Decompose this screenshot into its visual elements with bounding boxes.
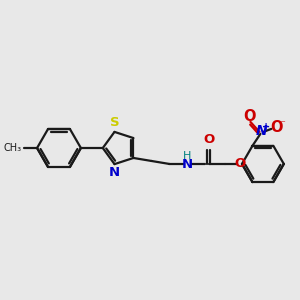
Text: O: O [243,110,256,124]
Text: S: S [110,116,119,129]
Text: +: + [262,122,271,132]
Text: ⁻: ⁻ [279,119,285,129]
Text: O: O [203,133,215,146]
Text: N: N [109,166,120,179]
Text: N: N [256,124,267,138]
Text: O: O [234,158,246,170]
Text: N: N [182,158,193,171]
Text: CH₃: CH₃ [4,143,22,153]
Text: H: H [183,151,191,161]
Text: O: O [270,120,283,135]
